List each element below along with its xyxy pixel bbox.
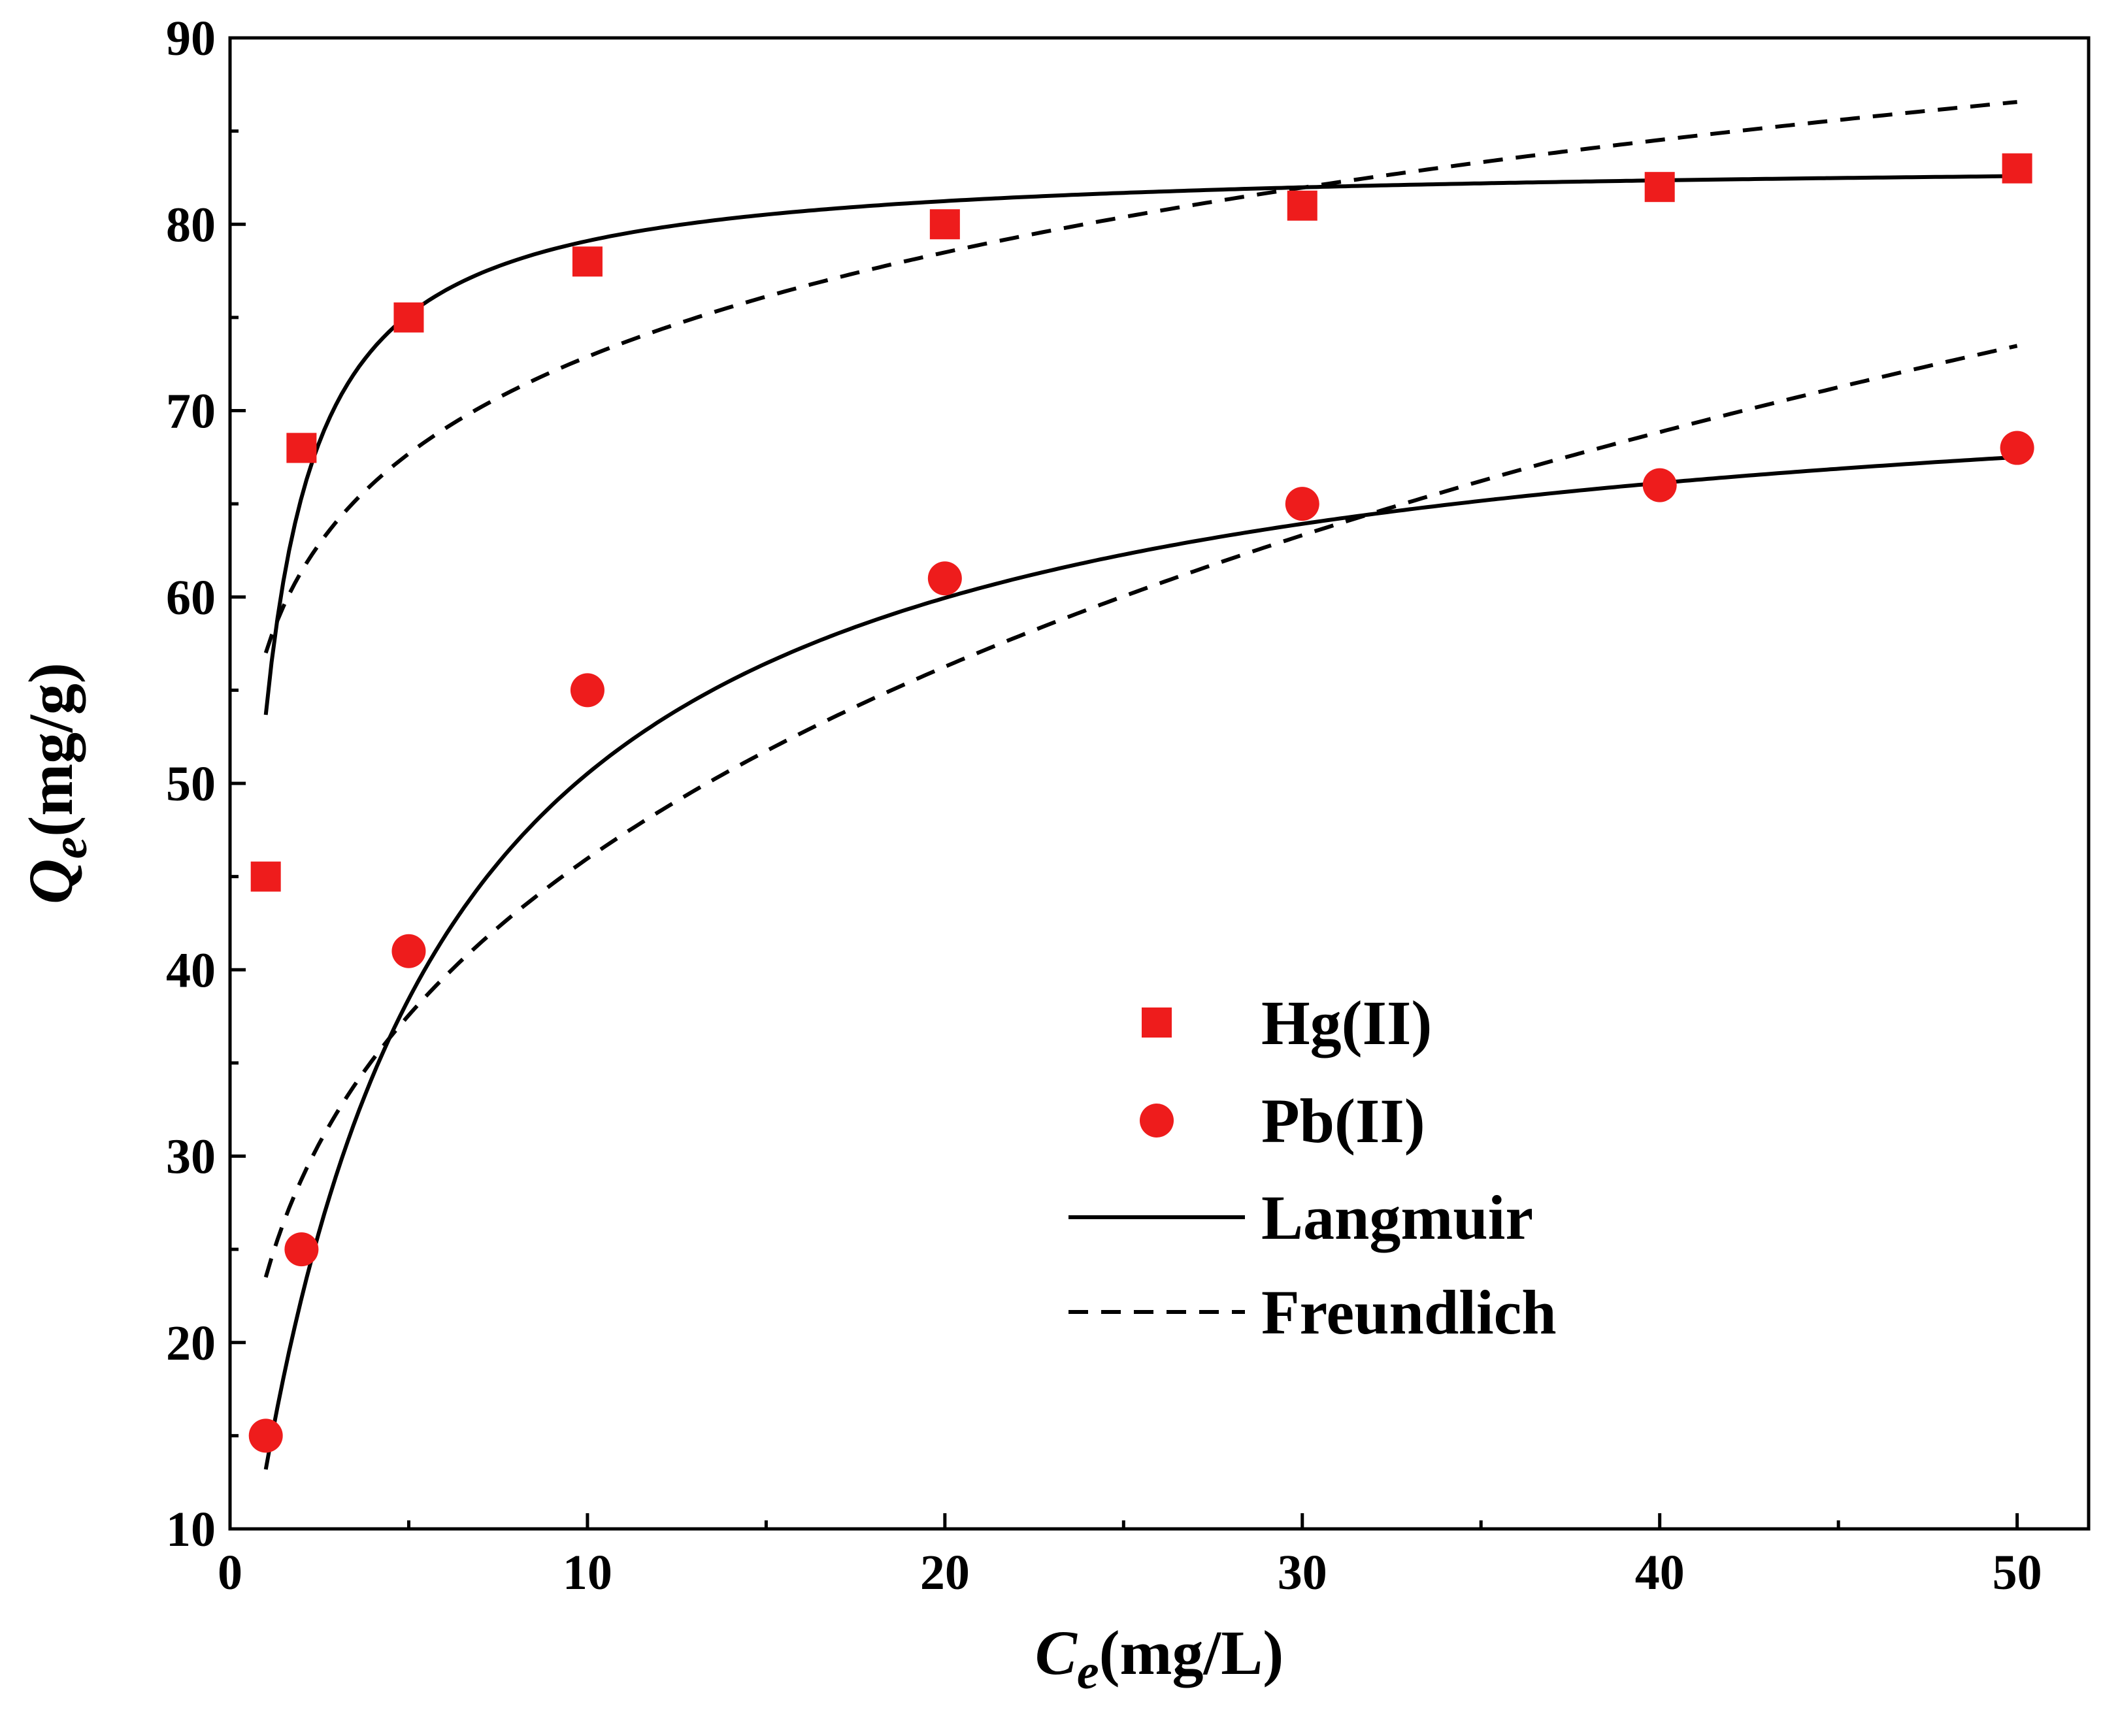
data-point-hgii [286, 433, 317, 463]
fit-curves [263, 100, 2018, 1470]
data-point-pbii [927, 561, 962, 596]
y-tick-label: 30 [166, 1130, 216, 1185]
data-point-pbii [2000, 431, 2034, 465]
y-axis-title-sub: e [42, 837, 97, 859]
freundlich-fit-hgii [263, 100, 2017, 654]
legend-hg-marker [1142, 1007, 1172, 1038]
x-axis-title-main: C [1035, 1618, 1078, 1688]
data-point-hgii [1644, 172, 1675, 203]
data-point-pbii [1285, 487, 1319, 521]
langmuir-fit-pbii [263, 455, 2017, 1470]
y-axis-title-main: Q [16, 859, 86, 904]
x-axis-title-sub: e [1077, 1645, 1099, 1699]
data-point-hgii [250, 861, 281, 892]
legend-pb-marker [1140, 1104, 1174, 1138]
legend-langmuir-label: Langmuir [1261, 1183, 1533, 1253]
data-point-pbii [1642, 468, 1677, 502]
y-tick-label: 10 [166, 1502, 216, 1557]
data-point-hgii [2002, 153, 2032, 184]
data-point-hgii [929, 209, 960, 240]
x-tick-label: 0 [218, 1545, 242, 1600]
y-tick-label: 90 [166, 11, 216, 66]
y-tick-label: 40 [166, 943, 216, 998]
freundlich-fit-pbii [263, 344, 2018, 1278]
y-tick-label: 60 [166, 570, 216, 625]
data-point-pbii [248, 1418, 283, 1453]
axis-ticks [228, 36, 2019, 1531]
x-tick-label: 30 [1278, 1545, 1327, 1600]
x-axis-title: Ce(mg/L) [1035, 1618, 1283, 1699]
y-tick-label: 50 [166, 757, 216, 811]
data-point-pbii [284, 1232, 319, 1267]
legend-freundlich-label: Freundlich [1261, 1277, 1557, 1347]
data-point-pbii [391, 934, 426, 968]
y-tick-label: 80 [166, 197, 216, 252]
y-tick-label: 20 [166, 1316, 216, 1371]
x-tick-label: 10 [563, 1545, 612, 1600]
data-point-hgii [572, 246, 603, 277]
x-tick-label: 40 [1635, 1545, 1685, 1600]
x-tick-label: 50 [1993, 1545, 2042, 1600]
data-point-hgii [393, 302, 424, 333]
data-point-hgii [1287, 190, 1317, 221]
legend-pb-label: Pb(II) [1261, 1086, 1425, 1156]
data-points [248, 153, 2034, 1453]
y-axis-title: Qe(mg/g) [16, 663, 97, 904]
y-tick-label: 70 [166, 384, 216, 439]
langmuir-fit-hgii [263, 174, 2017, 715]
y-axis-title-unit: (mg/g) [16, 663, 86, 837]
x-tick-label: 20 [920, 1545, 970, 1600]
legend-hg-label: Hg(II) [1261, 988, 1432, 1058]
data-point-pbii [570, 673, 604, 708]
x-axis-title-unit: (mg/L) [1099, 1618, 1284, 1688]
legend: Hg(II) Pb(II) Langmuir Freundlich [1068, 988, 1557, 1347]
